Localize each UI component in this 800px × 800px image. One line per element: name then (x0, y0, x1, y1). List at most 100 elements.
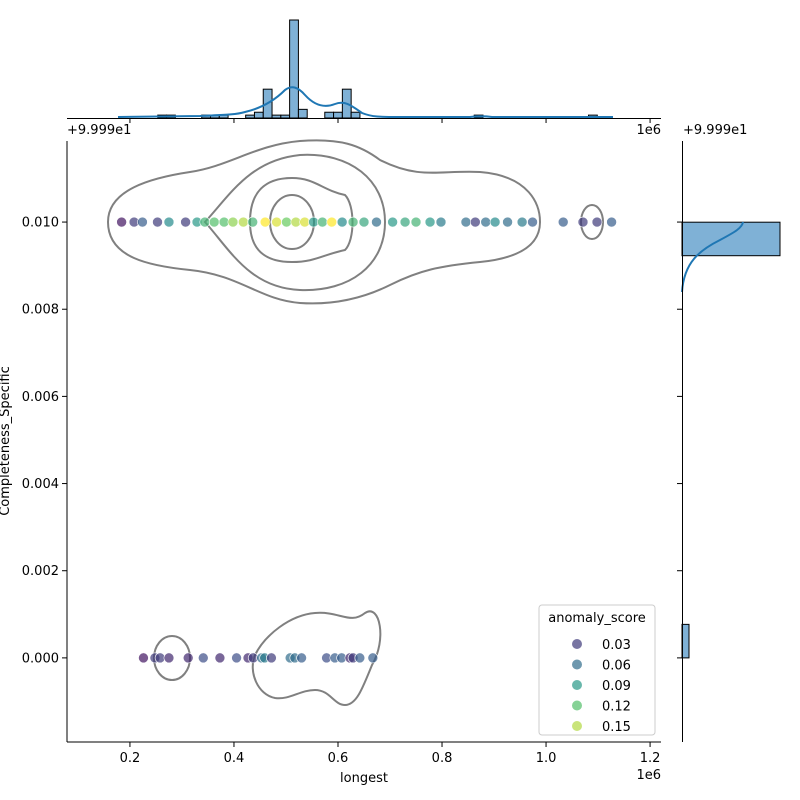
scatter-point (218, 216, 230, 228)
scatter-point (577, 216, 589, 228)
scatter-point (163, 652, 175, 664)
scatter-point (296, 652, 307, 664)
legend-label: 0.03 (602, 638, 631, 653)
right-marginal-offset-text: +9.999e1 (683, 123, 747, 138)
scatter-point (336, 216, 348, 228)
scatter-point (387, 216, 398, 228)
scatter-point (502, 216, 513, 228)
histogram-bar (350, 111, 361, 119)
scatter-point (606, 216, 617, 228)
contour-2-top (203, 153, 387, 292)
x-tick-label: 0.4 (224, 751, 245, 766)
scatter-point (231, 652, 242, 664)
histogram-bar (681, 623, 690, 659)
scatter-point (197, 652, 209, 664)
scatter-point (470, 216, 481, 228)
marginal-y-kde-curve (681, 221, 744, 293)
legend-box (538, 604, 656, 736)
histogram-bar (271, 114, 282, 119)
histogram-bar (253, 111, 264, 119)
legend-marker (572, 659, 582, 670)
scatter-point (367, 652, 379, 664)
x-axis-label: longest (340, 771, 388, 786)
histogram-bar (280, 114, 291, 119)
axes (66, 118, 683, 743)
scatter-point (290, 216, 302, 228)
scatter-point (180, 216, 191, 228)
scatter-point (480, 216, 492, 228)
scatter-point (371, 216, 382, 228)
scatter-point (308, 216, 319, 228)
y-tick-label: 0.002 (22, 564, 59, 579)
legend-marker (572, 700, 582, 711)
histogram-bar (681, 221, 781, 257)
scatter-point (152, 216, 163, 228)
legend-label: 0.15 (602, 720, 631, 735)
marginal-y-histogram (681, 221, 781, 659)
histogram-bar (333, 111, 343, 119)
scatter-point (358, 216, 370, 228)
scatter-point (259, 216, 271, 228)
scatter-point (399, 216, 411, 228)
scatter-point (137, 216, 148, 228)
scatter-points (116, 216, 617, 664)
y-tick-label: 0.006 (22, 390, 59, 405)
scatter-point (163, 216, 175, 228)
legend-marker (572, 639, 582, 649)
y-tick-label: 0.010 (22, 216, 59, 231)
scatter-point (460, 216, 472, 228)
scatter-point (410, 216, 422, 228)
x-tick-label: 0.8 (432, 751, 453, 766)
top-marginal-multiplier-text: 1e6 (636, 123, 661, 138)
scatter-point (354, 652, 366, 664)
scatter-point (214, 652, 226, 664)
scatter-point (591, 216, 603, 228)
scatter-point (557, 216, 569, 228)
scatter-point (317, 216, 328, 228)
scatter-point (227, 216, 239, 228)
x-tick-label: 0.6 (328, 751, 349, 766)
scatter-point (281, 216, 292, 228)
scatter-point (435, 216, 447, 228)
scatter-point (116, 216, 127, 228)
scatter-point (199, 216, 211, 228)
scatter-point (527, 216, 538, 228)
ticks: 0.2 0.4 0.6 0.8 1.0 1.2 0.000 0.002 0.004 0.006 0.… (22, 118, 682, 766)
legend-marker (572, 721, 582, 731)
scatter-point (326, 216, 338, 228)
main-x-multiplier-text: 1e6 (636, 768, 661, 783)
legend-label: 0.09 (602, 679, 631, 694)
marginal-x-kde-curve (117, 86, 613, 118)
legend-label: 0.12 (602, 700, 631, 715)
scatter-point (238, 216, 249, 228)
y-tick-label: 0.000 (22, 651, 59, 666)
x-tick-label: 1.0 (536, 751, 557, 766)
legend-label: 0.06 (602, 659, 631, 674)
marginal-x-histogram (157, 19, 598, 119)
scatter-point (138, 652, 149, 664)
scatter-point (489, 216, 501, 228)
contour-outer-top (106, 139, 542, 305)
scatter-point (182, 652, 194, 664)
scatter-point (424, 216, 436, 228)
y-axis-label: Completeness_Specific (0, 366, 13, 516)
legend-marker (572, 680, 582, 690)
x-tick-label: 1.2 (640, 751, 661, 766)
scatter-point (347, 216, 359, 228)
scatter-point (154, 652, 166, 664)
x-tick-label: 0.2 (120, 751, 141, 766)
histogram-bar (297, 108, 308, 119)
main-y-offset-text: +9.999e1 (67, 123, 131, 138)
y-tick-label: 0.004 (22, 477, 59, 492)
histogram-bar (289, 19, 299, 119)
scatter-point (299, 216, 311, 228)
legend: anomaly_score 0.03 0.06 0.09 0.12 0.15 (538, 604, 656, 736)
scatter-point (266, 652, 277, 664)
scatter-point (247, 216, 258, 228)
legend-title: anomaly_score (548, 611, 646, 626)
y-tick-label: 0.008 (22, 303, 59, 318)
scatter-point (208, 216, 220, 228)
scatter-point (271, 216, 282, 228)
histogram-bar (245, 114, 255, 119)
